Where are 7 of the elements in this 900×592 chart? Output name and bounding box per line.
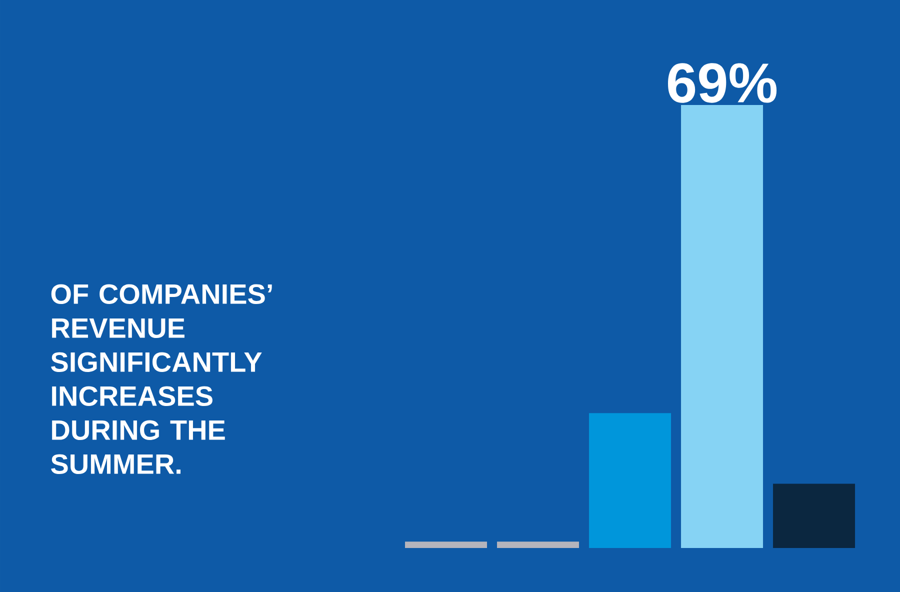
data-label: 69% bbox=[668, 63, 777, 103]
text: OF COMPANIES’ REVENUE SIGNIFICANTLY INCREASES DURING THE SUMMER. bbox=[51, 284, 272, 474]
bar bbox=[589, 413, 672, 548]
bar bbox=[773, 484, 856, 548]
bar bbox=[497, 542, 580, 548]
bar bbox=[405, 542, 488, 548]
bar bbox=[681, 105, 764, 548]
